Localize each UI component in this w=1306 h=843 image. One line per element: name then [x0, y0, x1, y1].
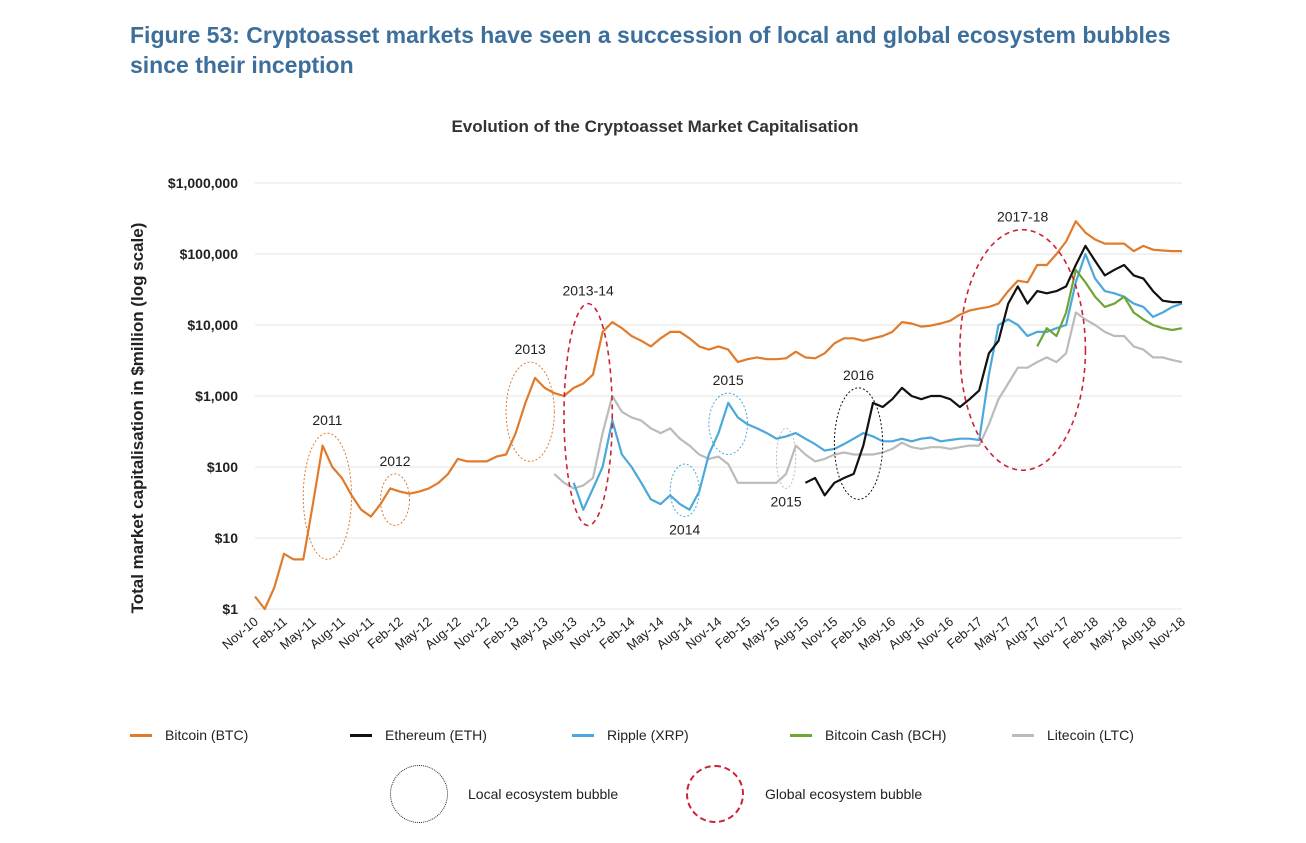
bubble-annotations: 2011 2012 2013 2013-14 2014 2015 2015 2016 2017-…	[302, 209, 1087, 560]
gridlines	[255, 182, 1182, 610]
legend-swatch	[130, 734, 152, 737]
chart-title: Evolution of the Cryptoasset Market Capi…	[451, 117, 859, 136]
y-tick-label: $1,000	[195, 388, 238, 404]
legend-label: Bitcoin Cash (BCH)	[825, 727, 947, 743]
y-axis-label: Total market capitalisation in $million …	[128, 223, 147, 614]
legend-label: Ethereum (ETH)	[385, 727, 487, 743]
bubble-ellipse	[959, 228, 1087, 472]
bubble-label: 2013-14	[562, 283, 614, 299]
y-axis-tick-labels: $1 $10 $100 $1,000 $10,000 $100,000 $1,000,000	[168, 175, 238, 617]
legend-swatch	[1012, 734, 1034, 737]
global-bubble-swatch	[686, 765, 744, 823]
bubble-ellipse	[563, 302, 614, 527]
bubble-ellipse	[505, 361, 555, 462]
bubble-label: 2017-18	[997, 209, 1049, 225]
y-tick-label: $100,000	[180, 246, 239, 262]
bubble-ellipse	[669, 463, 700, 518]
series-line-litecoin-ltc	[553, 311, 1183, 490]
x-axis-tick-labels: Nov-10Feb-11May-11Aug-11Nov-11Feb-12May-…	[219, 614, 1188, 653]
series-line-bitcoin-cash-bch	[1036, 268, 1183, 347]
bubble-ellipse	[708, 392, 748, 455]
bubble-ellipse	[833, 387, 884, 500]
legend-swatch	[790, 734, 812, 737]
series-line-bitcoin-btc	[254, 220, 1182, 611]
legend-swatch	[350, 734, 372, 737]
local-bubble-label: Local ecosystem bubble	[468, 786, 619, 802]
figure-title: Figure 53: Cryptoasset markets have seen…	[130, 22, 1171, 78]
legend-label: Bitcoin (BTC)	[165, 727, 249, 743]
y-tick-label: $100	[207, 459, 238, 475]
legend-swatch	[572, 734, 594, 737]
global-bubble-label: Global ecosystem bubble	[765, 786, 923, 802]
bubble-label: 2014	[669, 522, 700, 538]
legend-label: Litecoin (LTC)	[1047, 727, 1134, 743]
legend-label: Ripple (XRP)	[607, 727, 689, 743]
series-lines	[254, 220, 1183, 611]
bubble-label: 2012	[379, 453, 410, 469]
bubble-label: 2011	[312, 412, 342, 428]
bubble-label: 2013	[515, 341, 546, 357]
bubble-label: 2016	[843, 367, 874, 383]
y-tick-label: $10	[215, 530, 239, 546]
bubble-ellipse	[775, 427, 797, 489]
bubble-label: 2015	[713, 372, 744, 388]
y-tick-label: $1,000,000	[168, 175, 238, 191]
local-bubble-swatch	[390, 765, 448, 823]
series-line-ripple-xrp	[572, 252, 1183, 511]
y-tick-label: $1	[222, 601, 238, 617]
y-tick-label: $10,000	[187, 317, 238, 333]
bubble-label: 2015	[771, 493, 802, 509]
bubble-ellipse	[380, 473, 410, 526]
bubble-ellipse	[302, 432, 353, 560]
series-line-ethereum-eth	[804, 244, 1182, 497]
